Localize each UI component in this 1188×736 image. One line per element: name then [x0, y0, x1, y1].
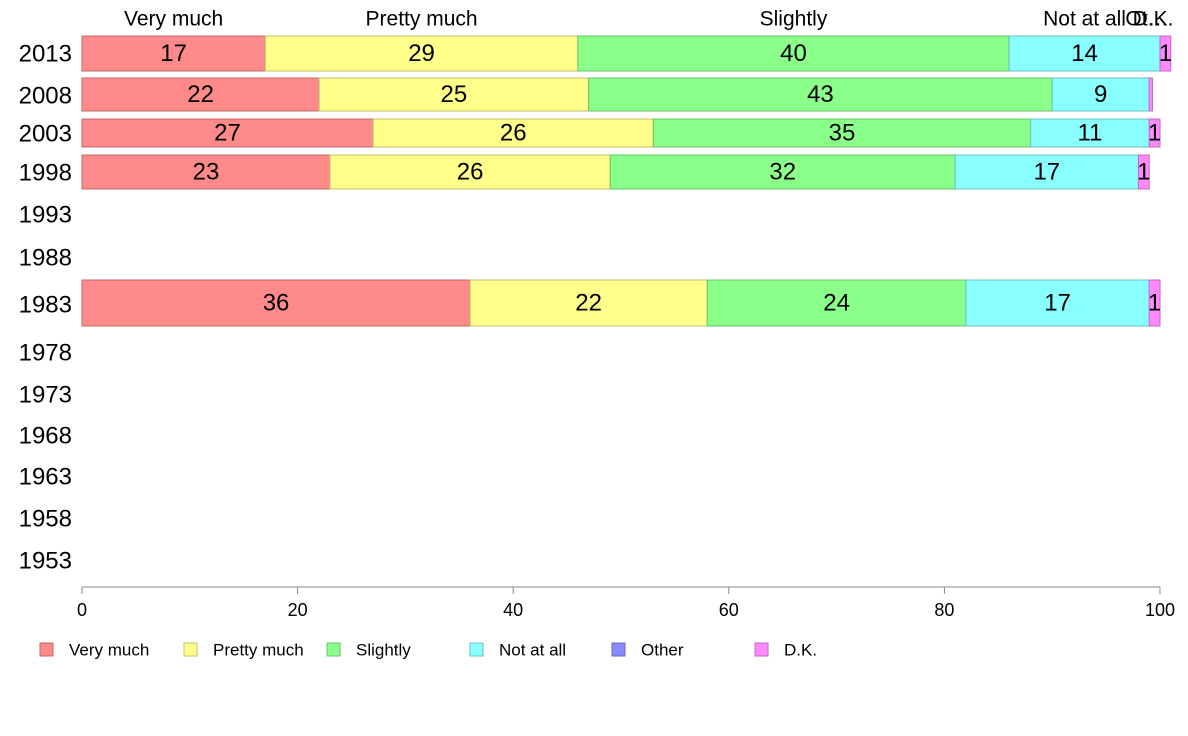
- bar-2003-d-k-: [1148, 118, 1161, 148]
- bar-2008-very-much: [81, 77, 320, 112]
- data-label-1998-very-much: 23: [193, 159, 220, 186]
- y-label-2003: 2003: [19, 121, 72, 148]
- data-label-2013-pretty-much: 29: [408, 40, 435, 67]
- bar-2003-very-much: [81, 118, 374, 148]
- bar-1998-d-k-: [1137, 154, 1150, 190]
- data-label-1983-d-k-: 1: [1148, 290, 1161, 317]
- legend-label-pretty-much: Pretty much: [213, 641, 304, 660]
- x-tick-label-60: 60: [719, 600, 739, 620]
- data-label-1998-slightly: 32: [769, 159, 796, 186]
- legend-label-other: Other: [641, 641, 684, 660]
- legend-label-slightly: Slightly: [356, 641, 411, 660]
- data-label-1998-pretty-much: 26: [457, 159, 484, 186]
- y-label-1953: 1953: [19, 548, 72, 575]
- y-label-1993: 1993: [19, 202, 72, 229]
- data-label-2013-d-k-: 1: [1159, 40, 1172, 67]
- bar-1998-very-much: [81, 154, 331, 190]
- bar-2003-slightly: [652, 118, 1032, 148]
- top-label-very-much: Very much: [124, 8, 223, 31]
- data-label-2013-not-at-all: 14: [1071, 40, 1098, 67]
- legend-swatch-pretty-much: [183, 642, 198, 657]
- top-category-labels: Very much Pretty much Slightly Not at all Ot…: [124, 8, 1173, 31]
- bar-2013-d-k-: [1159, 35, 1172, 72]
- data-label-2003-very-much: 27: [214, 120, 241, 147]
- bars-group: 17 29 40 14 122 25 43 927 26 35 11 123 26 32 17 136 22 24…: [81, 35, 1172, 327]
- legend-swatch-d-k-: [754, 642, 769, 657]
- y-label-1978: 1978: [19, 340, 72, 367]
- x-tick-label-100: 100: [1145, 600, 1175, 620]
- legend-swatch-not-at-all: [469, 642, 484, 657]
- y-label-2008: 2008: [19, 83, 72, 110]
- top-label-not-at-all: Not at all: [1043, 8, 1126, 31]
- x-tick-label-20: 20: [288, 600, 308, 620]
- y-label-1998: 1998: [19, 160, 72, 187]
- legend-swatch-other: [611, 642, 626, 657]
- bar-2003-not-at-all: [1030, 118, 1150, 148]
- x-tick-label-80: 80: [934, 600, 954, 620]
- bar-2008-not-at-all: [1051, 77, 1150, 112]
- data-label-2008-very-much: 22: [187, 81, 214, 108]
- data-label-2008-not-at-all: 9: [1094, 81, 1107, 108]
- y-axis-labels: 2013 2008 2003 1998 1993 1988 1983 1978 1973 1968…: [19, 41, 72, 575]
- data-label-1983-pretty-much: 22: [575, 290, 602, 317]
- legend-swatch-very-much: [39, 642, 54, 657]
- data-label-2013-very-much: 17: [160, 40, 187, 67]
- data-label-2003-not-at-all: 11: [1077, 120, 1102, 147]
- x-tick-label-40: 40: [503, 600, 523, 620]
- bar-2008-slightly: [588, 77, 1053, 112]
- bar-1983-pretty-much: [469, 279, 708, 327]
- legend-label-d-k-: D.K.: [784, 641, 817, 660]
- y-label-1963: 1963: [19, 464, 72, 491]
- bar-1998-slightly: [609, 154, 956, 190]
- data-label-2003-pretty-much: 26: [500, 120, 527, 147]
- data-label-1983-not-at-all: 17: [1044, 290, 1071, 317]
- bar-2008-pretty-much: [318, 77, 590, 112]
- data-label-2003-slightly: 35: [829, 120, 856, 147]
- data-label-2013-slightly: 40: [780, 40, 807, 67]
- top-label-slightly: Slightly: [760, 8, 828, 31]
- bar-1983-d-k-: [1148, 279, 1161, 327]
- bar-1983-very-much: [81, 279, 471, 327]
- data-label-2008-slightly: 43: [807, 81, 834, 108]
- y-label-1968: 1968: [19, 423, 72, 450]
- top-label-d-k-: D.K.: [1133, 8, 1174, 31]
- top-label-ot-: Ot…: [1125, 8, 1168, 31]
- top-label-pretty-much: Pretty much: [366, 8, 478, 31]
- bar-1983-not-at-all: [965, 279, 1150, 327]
- bar-1998-not-at-all: [954, 154, 1139, 190]
- data-label-1983-very-much: 36: [263, 290, 290, 317]
- y-label-1988: 1988: [19, 245, 72, 272]
- y-label-1958: 1958: [19, 506, 72, 533]
- bar-2013-pretty-much: [264, 35, 579, 72]
- bar-2008-d-k-: [1148, 77, 1153, 112]
- legend-label-very-much: Very much: [69, 641, 149, 660]
- legend-label-not-at-all: Not at all: [499, 641, 566, 660]
- x-tick-label-0: 0: [77, 600, 87, 620]
- y-label-1973: 1973: [19, 382, 72, 409]
- data-label-1983-slightly: 24: [823, 290, 850, 317]
- legend-swatch-slightly: [326, 642, 341, 657]
- bar-1983-slightly: [706, 279, 967, 327]
- x-axis: 0 20 40 60 80 100: [77, 586, 1175, 620]
- data-label-2008-pretty-much: 25: [441, 81, 468, 108]
- data-label-1998-not-at-all: 17: [1033, 159, 1060, 186]
- data-label-1998-d-k-: 1: [1137, 159, 1150, 186]
- legend: Very much Pretty much Slightly Not at all Ot…: [39, 641, 817, 660]
- y-label-2013: 2013: [19, 41, 72, 68]
- y-label-1983: 1983: [19, 292, 72, 319]
- data-label-2003-d-k-: 1: [1148, 120, 1161, 147]
